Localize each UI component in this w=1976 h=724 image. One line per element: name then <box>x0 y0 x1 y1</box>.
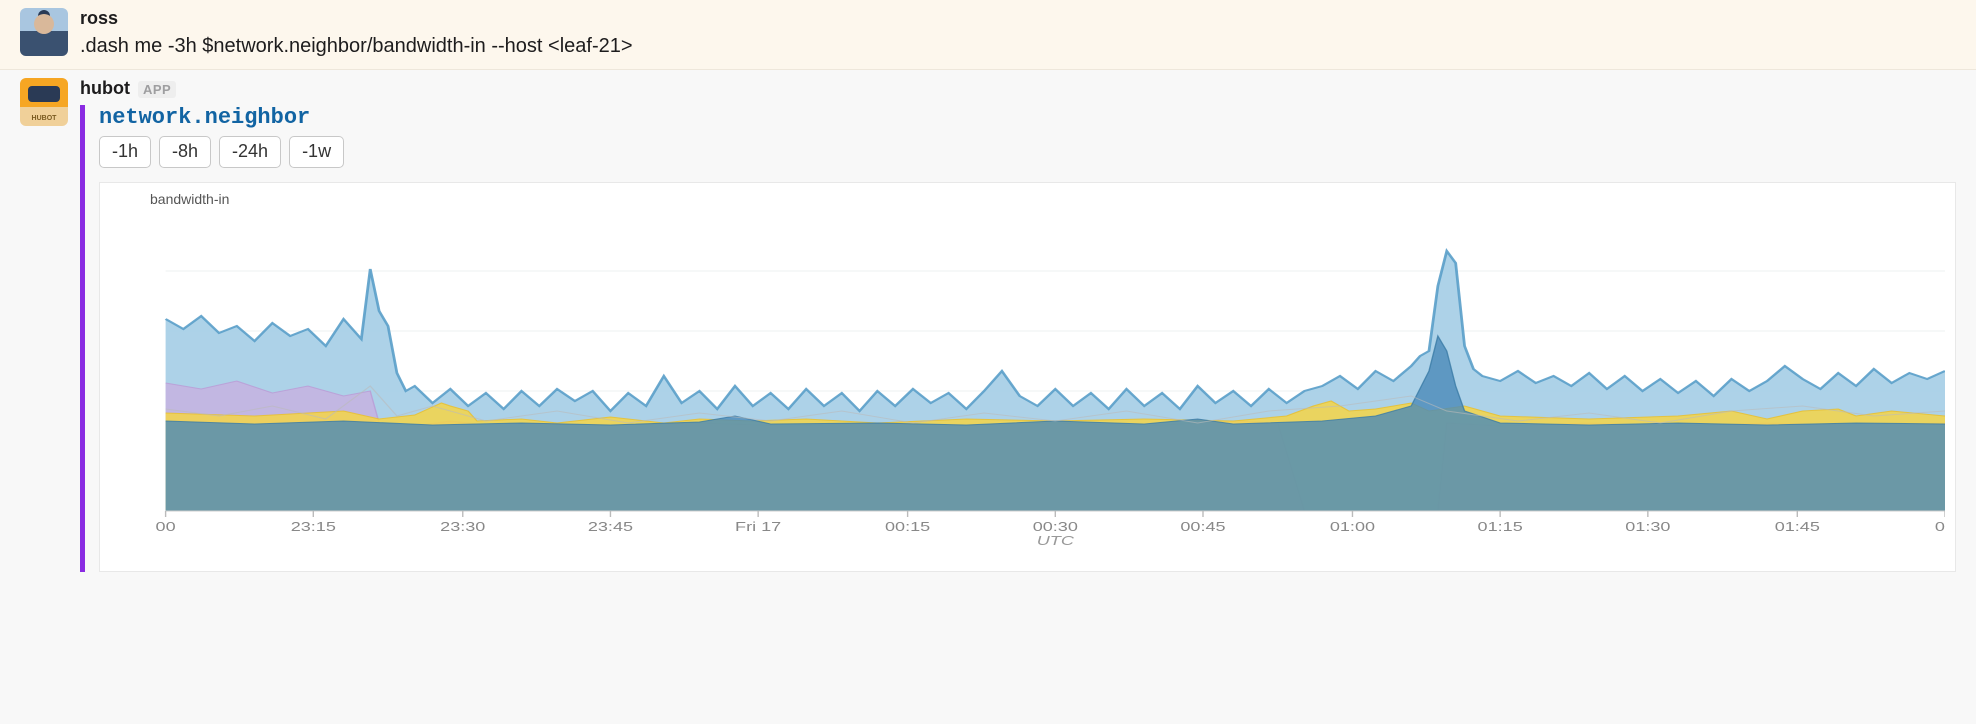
svg-text:01:45: 01:45 <box>1775 520 1820 534</box>
chart-container: bandwidth-in 00 23:15 23:30 23:45 Fri 17 00:1… <box>99 182 1956 572</box>
svg-text:00: 00 <box>156 520 176 534</box>
message-text: .dash me -3h $network.neighbor/bandwidth… <box>80 31 1956 61</box>
svg-text:00:45: 00:45 <box>1180 520 1225 534</box>
svg-text:00:30: 00:30 <box>1033 520 1078 534</box>
timerange-button[interactable]: -24h <box>219 136 281 168</box>
svg-text:02: 02 <box>1935 520 1945 534</box>
username[interactable]: hubot <box>80 78 130 99</box>
timerange-button[interactable]: -1h <box>99 136 151 168</box>
svg-text:23:30: 23:30 <box>440 520 485 534</box>
svg-text:01:30: 01:30 <box>1625 520 1670 534</box>
bot-message: hubot APP network.neighbor -1h-8h-24h-1w… <box>0 70 1976 580</box>
bandwidth-chart[interactable]: 00 23:15 23:30 23:45 Fri 17 00:15 00:30 00:45 01… <box>110 211 1945 567</box>
timerange-button[interactable]: -1w <box>289 136 344 168</box>
svg-text:23:45: 23:45 <box>588 520 633 534</box>
svg-text:Fri 17: Fri 17 <box>735 520 781 534</box>
time-range-buttons: -1h-8h-24h-1w <box>99 136 1956 168</box>
app-badge: APP <box>138 81 176 98</box>
avatar[interactable] <box>20 78 68 126</box>
svg-text:01:15: 01:15 <box>1478 520 1523 534</box>
username[interactable]: ross <box>80 8 118 29</box>
svg-text:23:15: 23:15 <box>291 520 336 534</box>
svg-text:00:15: 00:15 <box>885 520 930 534</box>
attachment: network.neighbor -1h-8h-24h-1w bandwidth… <box>80 105 1956 572</box>
user-message: ross .dash me -3h $network.neighbor/band… <box>0 0 1976 70</box>
chart-title: bandwidth-in <box>150 191 1945 207</box>
avatar[interactable] <box>20 8 68 56</box>
svg-text:01:00: 01:00 <box>1330 520 1375 534</box>
attachment-title[interactable]: network.neighbor <box>99 105 1956 130</box>
svg-text:UTC: UTC <box>1037 534 1075 548</box>
timerange-button[interactable]: -8h <box>159 136 211 168</box>
